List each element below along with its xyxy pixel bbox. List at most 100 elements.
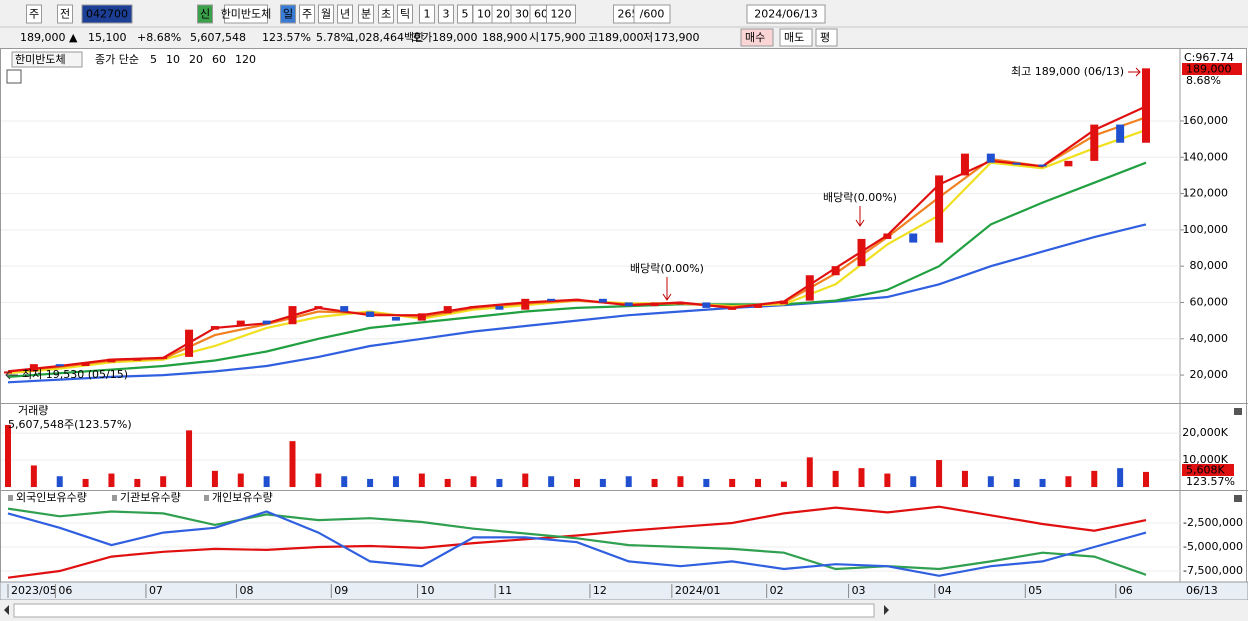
toolbar-label: 년	[340, 8, 350, 21]
volume-bar	[392, 476, 399, 488]
order-button[interactable]	[740, 28, 774, 47]
annotation-arrow	[5, 370, 18, 380]
toolbar-label: /600	[640, 8, 665, 21]
candle	[857, 238, 866, 267]
volume-bar	[108, 473, 115, 488]
info-field: 고	[588, 31, 598, 44]
candle	[805, 275, 814, 301]
info-field: 175,900	[540, 31, 586, 44]
toolbar-button[interactable]	[337, 4, 353, 24]
candle	[236, 320, 245, 327]
candle	[29, 364, 38, 372]
info-field: 15,100	[88, 31, 127, 44]
volume-bar	[56, 476, 63, 488]
dividend-annotation: 배당락(0.00%)	[630, 262, 704, 275]
candle	[754, 304, 763, 308]
chart-title: 한미반도체	[15, 53, 66, 66]
toolbar-button[interactable]	[299, 4, 315, 24]
toolbar-button[interactable]	[397, 4, 413, 24]
volume-bar	[574, 478, 580, 488]
toolbar-label: 042700	[86, 8, 128, 21]
volume-bar	[1013, 478, 1020, 488]
toolbar-label: 1	[424, 8, 431, 21]
toolbar-label: 주	[29, 8, 39, 21]
scroll-track[interactable]	[13, 603, 875, 618]
holding-line	[7, 510, 1147, 577]
toolbar-button[interactable]	[419, 4, 435, 24]
x-axis-strip	[0, 581, 1248, 601]
candle	[391, 316, 400, 321]
volume-bar	[444, 478, 451, 488]
volume-bar	[858, 468, 865, 488]
candle	[573, 298, 581, 301]
candle	[883, 233, 892, 239]
panel-close[interactable]	[1234, 408, 1242, 415]
y-tick-label: 10,000K	[1182, 453, 1228, 466]
candle	[262, 320, 271, 325]
toolbar-button[interactable]	[358, 4, 374, 24]
x-tick-label: 06	[1119, 584, 1133, 597]
info-field: 189,000	[598, 31, 644, 44]
volume-bar	[186, 430, 193, 488]
info-field: 5,607,548	[190, 31, 246, 44]
toolbar-button[interactable]	[197, 4, 213, 24]
toolbar-button[interactable]	[746, 4, 826, 24]
last-volume: 5,608K	[1186, 464, 1225, 477]
candle	[547, 298, 556, 301]
x-tick-label: 06	[58, 584, 72, 597]
moving-average	[7, 223, 1147, 384]
toolbar-button[interactable]	[318, 4, 334, 24]
info-field: 매도	[784, 31, 804, 44]
x-tick-label: 03	[852, 584, 866, 597]
toolbar-button[interactable]	[378, 4, 394, 24]
toolbar-label: 5	[462, 8, 469, 21]
toolbar-button[interactable]	[438, 4, 454, 24]
candle	[960, 153, 969, 176]
x-tick-label: 2023/05	[11, 584, 57, 597]
volume-bar	[30, 465, 37, 488]
x-tick-label: 02	[770, 584, 784, 597]
candle	[728, 307, 737, 310]
y-tick-label: 20,000K	[1182, 426, 1228, 439]
toolbar-label: 한미반도체	[221, 8, 272, 21]
legend-entry: 10	[166, 53, 180, 66]
volume-bar	[211, 470, 218, 488]
candle	[1012, 162, 1021, 165]
x-tick-label: 08	[239, 584, 253, 597]
holding-line	[7, 507, 1147, 576]
order-button[interactable]	[779, 28, 813, 47]
info-field: 1,028,464백만	[348, 31, 424, 44]
volume-bar	[470, 476, 477, 488]
y-tick-label: 160,000	[1183, 114, 1229, 127]
legend-entry: 기관보유수량	[120, 491, 181, 504]
low-annotation: 최저 19,530 (05/15)	[22, 368, 128, 381]
toolbar-label: 전	[60, 8, 70, 21]
volume-bar	[134, 478, 141, 488]
volume-bar	[522, 473, 529, 488]
toolbar-button[interactable]	[280, 4, 296, 24]
candle	[986, 153, 995, 163]
order-button[interactable]	[815, 28, 838, 47]
toolbar-label: 120	[551, 8, 572, 21]
volume-bar	[289, 441, 296, 488]
volume-bar	[367, 478, 374, 488]
price-box	[1182, 63, 1242, 75]
panel-close[interactable]	[1234, 495, 1242, 502]
candle	[650, 302, 659, 307]
candle	[417, 313, 426, 321]
toolbar-button[interactable]	[633, 4, 671, 24]
toolbar-label: 주	[302, 8, 312, 21]
toolbar-button[interactable]	[224, 4, 268, 24]
toolbar-button[interactable]	[546, 4, 576, 24]
toolbar-button[interactable]	[81, 4, 133, 24]
candle	[288, 306, 297, 325]
toolbar-label: 20	[496, 8, 510, 21]
settings-icon[interactable]	[6, 69, 22, 84]
info-field: +8.68%	[137, 31, 181, 44]
candle	[1090, 124, 1099, 161]
toolbar-button[interactable]	[26, 4, 42, 24]
legend-entry: 120	[235, 53, 256, 66]
volume-bar	[729, 478, 736, 488]
legend-entry: 60	[212, 53, 226, 66]
toolbar-button[interactable]	[57, 4, 73, 24]
